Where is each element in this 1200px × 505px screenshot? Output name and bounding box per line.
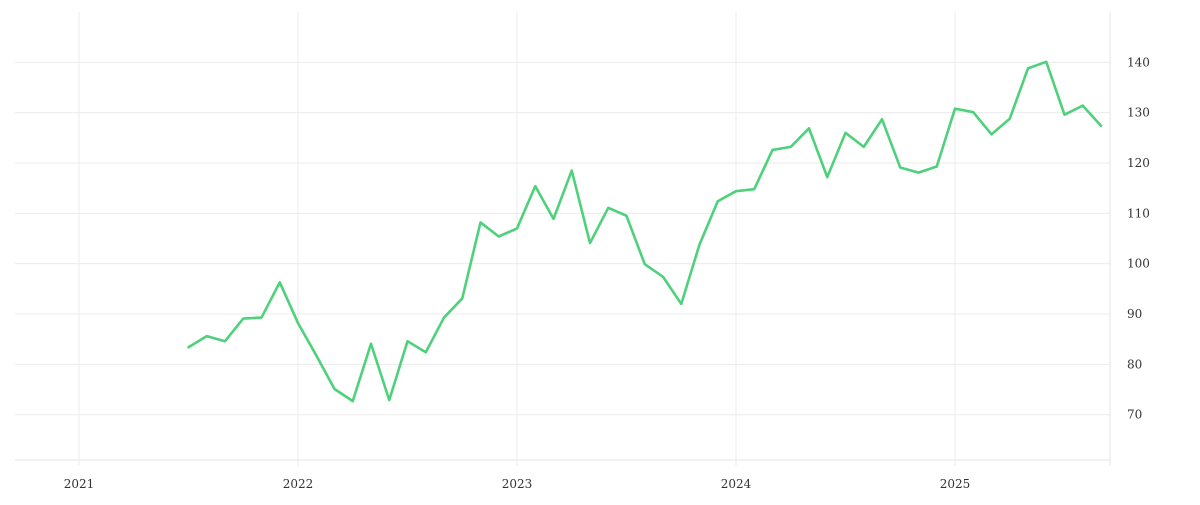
- x-tick-labels: 2021 2022 2023 2024 2025: [64, 477, 971, 491]
- y-tick-label: 80: [1127, 357, 1142, 371]
- y-tick-label: 90: [1127, 307, 1142, 321]
- y-tick-label: 110: [1127, 206, 1150, 220]
- y-tick-label: 100: [1127, 257, 1150, 271]
- y-tick-label: 120: [1127, 156, 1150, 170]
- x-tick-label: 2023: [502, 477, 533, 491]
- x-tick-label: 2021: [64, 477, 95, 491]
- x-tick-label: 2022: [283, 477, 314, 491]
- x-tick-label: 2024: [721, 477, 752, 491]
- y-tick-label: 70: [1127, 408, 1142, 422]
- axes: [15, 12, 1110, 466]
- y-tick-labels: 70 80 90 100 110 120 130 140: [1127, 55, 1150, 421]
- x-gridlines: [79, 12, 955, 466]
- y-tick-label: 130: [1127, 106, 1150, 120]
- y-gridlines: [15, 62, 1110, 414]
- x-tick-label: 2025: [940, 477, 971, 491]
- y-tick-label: 140: [1127, 55, 1150, 69]
